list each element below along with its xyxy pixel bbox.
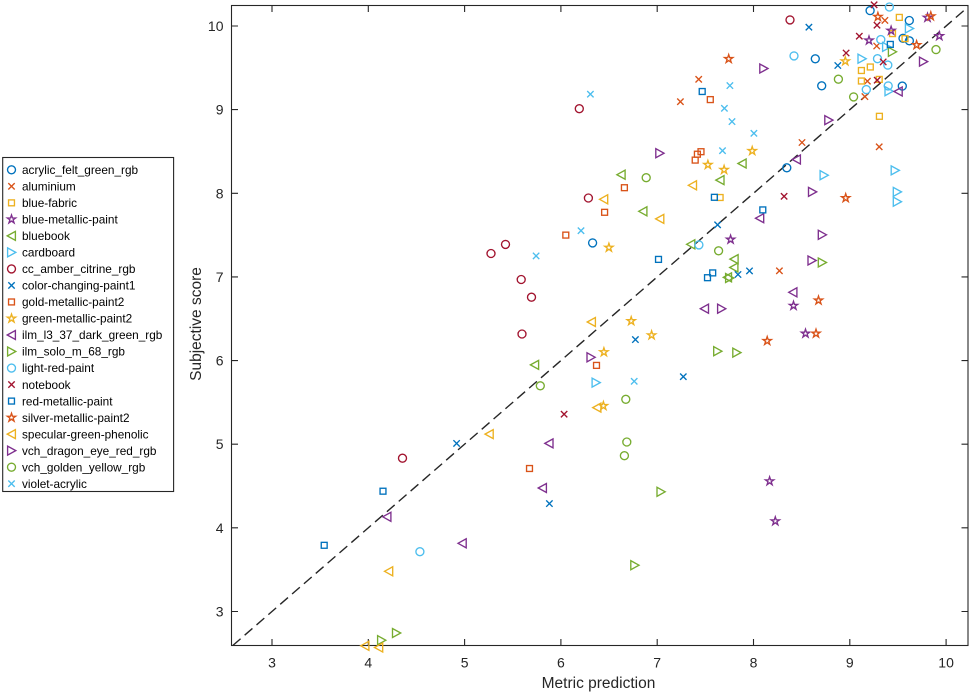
svg-text:blue-metallic-paint: blue-metallic-paint	[22, 213, 118, 227]
svg-text:vch_dragon_eye_red_rgb: vch_dragon_eye_red_rgb	[22, 444, 157, 458]
svg-text:specular-green-phenolic: specular-green-phenolic	[22, 427, 149, 441]
svg-text:blue-fabric: blue-fabric	[22, 196, 77, 210]
svg-text:cc_amber_citrine_rgb: cc_amber_citrine_rgb	[22, 262, 136, 276]
svg-text:8: 8	[750, 655, 758, 671]
svg-text:4: 4	[364, 655, 372, 671]
svg-text:10: 10	[938, 655, 954, 671]
svg-text:3: 3	[216, 604, 224, 620]
svg-text:7: 7	[216, 269, 224, 285]
svg-text:Subjective score: Subjective score	[188, 267, 205, 381]
svg-text:5: 5	[461, 655, 469, 671]
svg-text:7: 7	[653, 655, 661, 671]
svg-text:4: 4	[216, 520, 224, 536]
svg-text:Metric prediction: Metric prediction	[542, 675, 656, 692]
svg-text:bluebook: bluebook	[22, 229, 70, 243]
svg-text:8: 8	[216, 185, 224, 201]
svg-text:red-metallic-paint: red-metallic-paint	[22, 394, 113, 408]
svg-text:aluminium: aluminium	[22, 180, 76, 194]
svg-text:6: 6	[216, 353, 224, 369]
svg-text:3: 3	[268, 655, 276, 671]
svg-text:silver-metallic-paint2: silver-metallic-paint2	[22, 411, 130, 425]
svg-text:5: 5	[216, 436, 224, 452]
svg-text:color-changing-paint1: color-changing-paint1	[22, 279, 135, 293]
svg-text:9: 9	[846, 655, 854, 671]
svg-text:ilm_l3_37_dark_green_rgb: ilm_l3_37_dark_green_rgb	[22, 328, 163, 342]
svg-text:10: 10	[208, 18, 224, 34]
svg-text:acrylic_felt_green_rgb: acrylic_felt_green_rgb	[22, 163, 139, 177]
svg-text:gold-metallic-paint2: gold-metallic-paint2	[22, 295, 124, 309]
svg-text:light-red-paint: light-red-paint	[22, 361, 95, 375]
svg-text:notebook: notebook	[22, 378, 71, 392]
svg-text:vch_golden_yellow_rgb: vch_golden_yellow_rgb	[22, 460, 146, 474]
svg-text:ilm_solo_m_68_rgb: ilm_solo_m_68_rgb	[22, 345, 125, 359]
svg-text:violet-acrylic: violet-acrylic	[22, 477, 87, 491]
svg-text:9: 9	[216, 102, 224, 118]
svg-text:cardboard: cardboard	[22, 246, 75, 260]
svg-text:green-metallic-paint2: green-metallic-paint2	[22, 312, 132, 326]
svg-text:6: 6	[557, 655, 565, 671]
